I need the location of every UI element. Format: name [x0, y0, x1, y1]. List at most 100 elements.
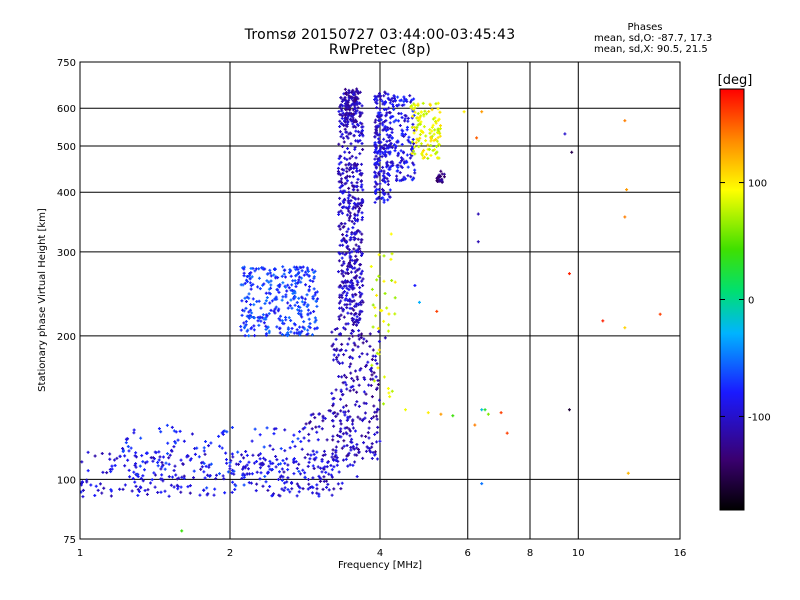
data-point	[402, 134, 406, 138]
data-point	[413, 152, 417, 156]
data-point	[307, 482, 311, 486]
data-point	[349, 299, 353, 303]
data-point	[308, 457, 312, 461]
data-point	[358, 276, 362, 280]
data-point	[145, 492, 149, 496]
data-point	[121, 487, 125, 491]
data-point	[352, 216, 356, 220]
data-point	[374, 100, 378, 104]
data-point	[360, 211, 364, 215]
data-point	[298, 472, 302, 476]
data-point	[334, 448, 338, 452]
data-point	[316, 465, 320, 469]
data-point	[224, 451, 228, 455]
data-point	[356, 140, 360, 144]
data-point	[297, 270, 301, 274]
data-point	[348, 251, 352, 255]
data-point	[355, 390, 359, 394]
data-point	[373, 131, 377, 135]
data-point	[419, 129, 423, 133]
data-point	[346, 227, 350, 231]
data-point	[367, 426, 371, 430]
data-point	[335, 347, 339, 351]
data-point	[355, 87, 359, 91]
data-point	[356, 91, 360, 95]
data-point	[358, 355, 362, 359]
data-point	[360, 104, 364, 108]
data-point	[393, 296, 397, 300]
data-point	[178, 429, 182, 433]
data-point	[364, 364, 368, 368]
data-point	[293, 295, 297, 299]
data-point	[253, 269, 257, 273]
data-point	[377, 398, 381, 402]
data-point	[278, 331, 282, 335]
data-point	[306, 269, 310, 273]
data-point	[355, 258, 359, 262]
data-point	[257, 453, 261, 457]
data-point	[416, 112, 420, 116]
data-point	[300, 295, 304, 299]
data-point	[165, 452, 169, 456]
data-point	[411, 107, 415, 111]
data-point	[377, 163, 381, 167]
data-point	[96, 488, 100, 492]
data-point	[244, 320, 248, 323]
data-point	[257, 323, 261, 327]
data-point	[361, 341, 365, 345]
data-point	[353, 106, 357, 110]
data-point	[303, 301, 307, 305]
data-point	[404, 98, 408, 102]
data-point	[340, 306, 344, 310]
data-point	[338, 293, 342, 297]
data-point	[418, 136, 422, 140]
data-point	[383, 90, 387, 94]
data-point	[255, 459, 259, 463]
data-point	[153, 485, 157, 489]
data-point	[312, 457, 316, 461]
data-point	[339, 160, 343, 164]
data-point	[255, 470, 259, 474]
data-point	[258, 466, 262, 470]
data-point	[336, 166, 340, 170]
data-point	[261, 266, 265, 270]
data-point	[256, 319, 260, 323]
data-point	[348, 463, 352, 467]
data-point	[393, 149, 397, 153]
data-point	[345, 179, 349, 183]
data-point	[374, 118, 378, 122]
data-point	[350, 422, 354, 426]
data-point	[253, 334, 257, 338]
data-point	[263, 458, 267, 462]
data-point	[283, 481, 287, 485]
data-point	[307, 317, 311, 321]
data-point	[364, 449, 368, 453]
data-point	[345, 306, 349, 310]
data-point	[289, 274, 293, 278]
data-point	[338, 125, 342, 129]
data-point	[344, 375, 348, 379]
data-point	[374, 128, 378, 132]
data-point	[250, 275, 254, 279]
y-tick-label: 400	[57, 188, 76, 199]
sparse-data-point	[435, 309, 439, 313]
data-point	[404, 159, 408, 163]
data-point	[399, 149, 403, 153]
data-point	[388, 139, 392, 143]
phases-x-mode-stats: mean, sd,X: 90.5, 21.5	[594, 44, 708, 55]
data-point	[366, 431, 370, 435]
data-point	[356, 123, 360, 127]
data-point	[304, 422, 308, 426]
data-point	[428, 128, 432, 132]
data-point	[431, 149, 435, 153]
data-point	[430, 125, 434, 129]
data-point	[382, 143, 386, 147]
data-point	[339, 107, 343, 111]
data-point	[340, 256, 344, 260]
data-point	[315, 491, 319, 495]
data-point	[353, 343, 357, 347]
data-point	[265, 426, 269, 430]
data-point	[438, 134, 442, 138]
data-point	[329, 464, 333, 468]
data-point	[320, 459, 324, 463]
